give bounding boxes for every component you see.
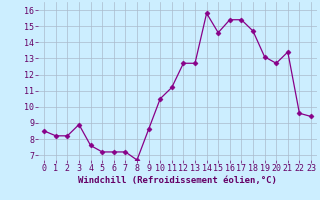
X-axis label: Windchill (Refroidissement éolien,°C): Windchill (Refroidissement éolien,°C) — [78, 176, 277, 185]
